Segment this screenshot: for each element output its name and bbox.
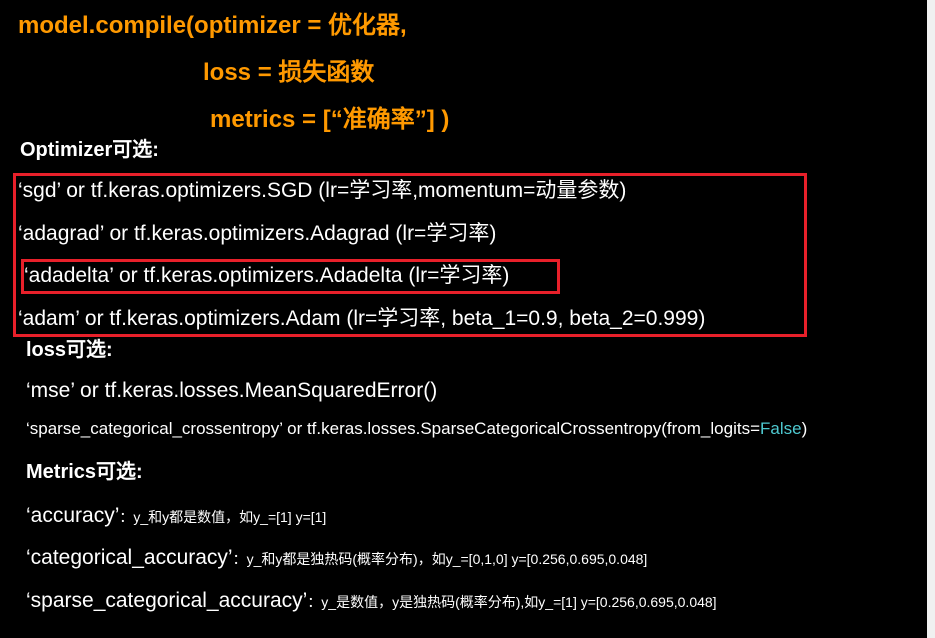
metric-desc: ：y_和y都是独热码(概率分布)，如y_=[0,1,0] y=[0.256,0.…: [232, 551, 648, 567]
metric-accuracy: ‘accuracy’：y_和y都是数值，如y_=[1] y=[1]: [26, 505, 326, 526]
keyword-false: False: [760, 419, 802, 438]
optimizer-sgd: ‘sgd’ or tf.keras.optimizers.SGD (lr=学习率…: [18, 179, 627, 202]
optimizer-adagrad: ‘adagrad’ or tf.keras.optimizers.Adagrad…: [18, 222, 497, 245]
loss-sparse-cce-text: ‘sparse_categorical_crossentropy’ or tf.…: [26, 419, 760, 438]
compile-line-2: loss = 损失函数: [203, 59, 375, 86]
highlight-box-adadelta: [21, 259, 560, 294]
highlight-box-optimizers: [13, 173, 807, 337]
metrics-heading: Metrics可选:: [26, 461, 143, 483]
metric-desc: ：y_和y都是数值，如y_=[1] y=[1]: [119, 509, 327, 525]
metric-name: ‘categorical_accuracy’: [26, 546, 233, 569]
loss-mse: ‘mse’ or tf.keras.losses.MeanSquaredErro…: [26, 379, 438, 402]
optimizer-adadelta: ‘adadelta’ or tf.keras.optimizers.Adadel…: [24, 264, 510, 287]
metric-sparse-categorical-accuracy: ‘sparse_categorical_accuracy’：y_是数值，y是独热…: [26, 590, 717, 611]
compile-line-3: metrics = [“准确率”] ): [210, 106, 450, 133]
loss-sparse-cce: ‘sparse_categorical_crossentropy’ or tf.…: [26, 420, 807, 437]
right-edge: [927, 0, 935, 638]
optimizer-adam: ‘adam’ or tf.keras.optimizers.Adam (lr=学…: [18, 307, 706, 330]
loss-sparse-cce-close: ): [801, 419, 808, 438]
metric-desc: ：y_是数值，y是独热码(概率分布),如y_=[1] y=[0.256,0.69…: [307, 594, 717, 610]
compile-line-1: model.compile(optimizer = 优化器,: [18, 12, 407, 39]
optimizer-heading: Optimizer可选:: [20, 139, 159, 161]
metric-name: ‘sparse_categorical_accuracy’: [26, 589, 308, 612]
loss-heading: loss可选:: [26, 339, 113, 361]
metric-name: ‘accuracy’: [26, 504, 120, 527]
metric-categorical-accuracy: ‘categorical_accuracy’：y_和y都是独热码(概率分布)，如…: [26, 547, 647, 568]
